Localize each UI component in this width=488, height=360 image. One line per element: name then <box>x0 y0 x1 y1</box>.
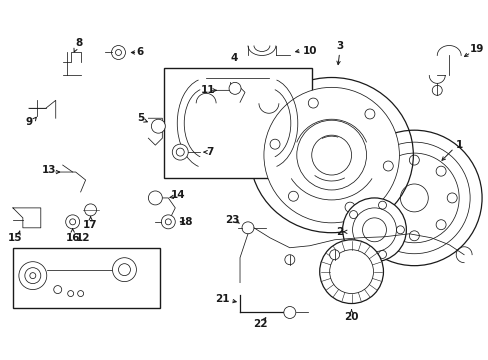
Text: 1: 1 <box>455 140 462 150</box>
Circle shape <box>319 240 383 303</box>
Text: 18: 18 <box>179 217 193 227</box>
Circle shape <box>329 250 339 260</box>
Text: 23: 23 <box>224 215 239 225</box>
Text: 17: 17 <box>83 220 98 230</box>
FancyBboxPatch shape <box>164 68 311 178</box>
Circle shape <box>172 144 188 160</box>
Text: 5: 5 <box>137 113 144 123</box>
Text: 19: 19 <box>469 44 483 54</box>
Ellipse shape <box>249 77 412 233</box>
Text: 14: 14 <box>171 190 185 200</box>
Circle shape <box>151 119 165 133</box>
Circle shape <box>65 215 80 229</box>
Text: 12: 12 <box>75 233 90 243</box>
Text: 9: 9 <box>25 117 32 127</box>
Text: 16: 16 <box>65 233 80 243</box>
Circle shape <box>19 262 47 289</box>
Text: 6: 6 <box>137 48 144 58</box>
Text: 7: 7 <box>206 147 213 157</box>
Text: 21: 21 <box>214 293 229 303</box>
Text: 20: 20 <box>344 312 358 323</box>
Circle shape <box>285 255 294 265</box>
Circle shape <box>112 258 136 282</box>
Text: 10: 10 <box>302 45 316 55</box>
Circle shape <box>228 82 241 94</box>
Text: 22: 22 <box>252 319 266 329</box>
Circle shape <box>342 198 406 262</box>
Circle shape <box>242 222 253 234</box>
Text: 11: 11 <box>201 85 215 95</box>
Circle shape <box>148 191 162 205</box>
Circle shape <box>111 45 125 59</box>
Text: 8: 8 <box>75 37 82 48</box>
Circle shape <box>84 204 96 216</box>
Text: 15: 15 <box>8 233 22 243</box>
Circle shape <box>161 215 175 229</box>
Text: 2: 2 <box>335 227 343 237</box>
FancyBboxPatch shape <box>13 248 160 307</box>
Circle shape <box>283 306 295 319</box>
Circle shape <box>264 87 399 223</box>
Text: 3: 3 <box>335 41 343 50</box>
Text: 4: 4 <box>230 54 237 63</box>
Text: 13: 13 <box>41 165 56 175</box>
